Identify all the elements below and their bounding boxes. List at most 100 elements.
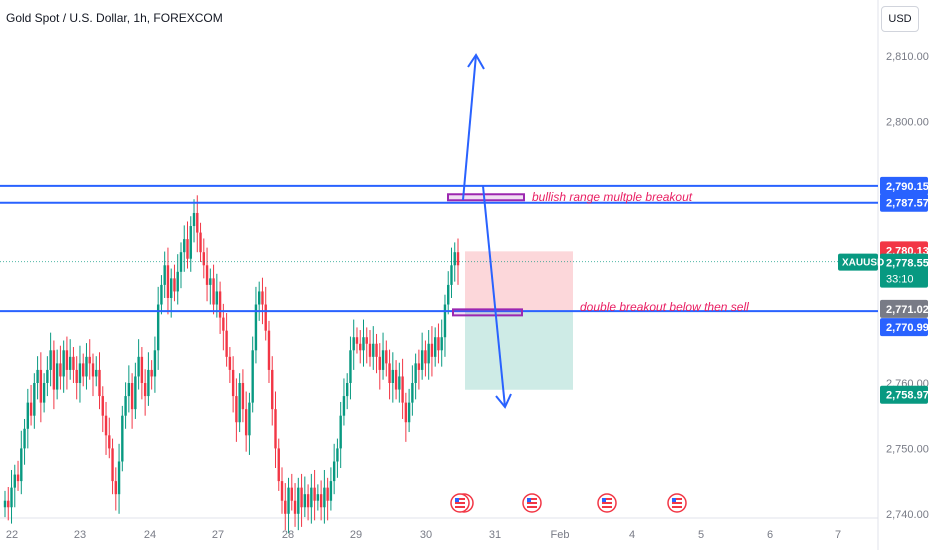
level-tag-2790: 2,790.15 [880,176,929,195]
candle [111,438,114,495]
candle-body [72,356,75,370]
candle-body [316,494,320,501]
time-tick-label: 27 [212,529,224,541]
candle [381,332,385,380]
candle-body [75,369,78,383]
flag-stripe [527,502,537,504]
candle-body [424,350,427,364]
us-flag-event-icon [450,493,474,513]
flag-canton [602,498,606,502]
stop-loss-zone [465,251,573,312]
candle-body [368,343,372,357]
candle [238,373,241,433]
candle-body [264,304,267,331]
candle [104,401,108,455]
candle-body [297,487,300,514]
candle-body [20,448,23,482]
candle [186,221,189,269]
candle-body [290,487,293,501]
candle-body [329,481,333,501]
candle [235,378,238,442]
candle-body [42,383,46,403]
price-tick-label: 2,800.00 [886,116,929,128]
candle [88,339,91,380]
candle [290,473,293,511]
candle-body [433,337,437,357]
candle [72,347,75,383]
candle-body [427,343,430,364]
candle [424,340,427,377]
candle-body [3,500,7,508]
time-tick-label: 30 [420,529,432,541]
candle [196,195,199,253]
candle-body [319,494,323,508]
flag-stripe [672,506,682,508]
candle-body [68,356,72,370]
time-tick-label: 7 [835,529,841,541]
candle-body [36,369,39,383]
candle-body [98,369,101,397]
currency-button[interactable]: USD [881,6,919,32]
candle [108,417,111,459]
candle [244,391,248,452]
chart-title: Gold Spot / U.S. Dollar, 1h, FOREXCOM [6,11,223,25]
price-tag-box [880,299,928,318]
price-tag-box [880,385,928,404]
candle [101,386,104,433]
candle-body [111,448,114,482]
candle [456,238,460,285]
candle [179,242,183,289]
target-price-tag: 2,758.97 [880,385,929,404]
candle [365,327,368,364]
flag-stripe [602,498,612,500]
bearish-arrow-line [482,185,506,408]
candle-body [407,402,411,423]
candle-body [235,396,238,423]
candle [192,199,196,243]
price-tags: 2,790.152,787.572,780.132,778.5533:102,7… [838,176,929,404]
candle [124,382,127,429]
bearish-breakout-box [452,308,523,317]
us-flag-event-icon [667,493,687,513]
price-tag-label: 2,790.15 [886,181,929,193]
candle [55,349,59,400]
time-axis[interactable]: 22 23 24 27 28 29 30 31 Feb 4 5 6 7 [6,529,841,541]
flag-stripe [672,498,682,500]
candle-body [16,474,20,482]
candle [75,356,78,400]
candle [10,469,13,524]
candle [183,225,186,272]
candle [78,345,82,403]
candle-body [130,383,134,410]
candle [33,373,36,429]
candle-body [29,402,33,416]
candle [199,222,202,263]
candle [231,356,235,413]
candle [430,326,434,377]
time-tick-label: 4 [629,529,635,541]
bullish-annotation: bullish range multple breakout [532,190,693,204]
price-tag-box [880,318,928,337]
candle-body [212,278,215,305]
bullish-arrow-head [467,53,485,70]
candle [209,268,212,305]
candle-body [205,265,209,285]
candle [114,467,118,511]
time-tick-label: 24 [144,529,156,541]
candle [420,332,424,380]
level-tag-2771: 2,771.02 [880,299,929,318]
candle-body [430,343,434,357]
us-flag-event-icon [522,493,542,513]
candle-body [365,337,368,344]
flag-stripe [527,506,537,508]
candle [52,340,56,410]
candle [156,286,160,370]
candle-body [202,252,205,266]
candle [39,352,43,423]
flag-canton [455,498,459,502]
candle [23,418,26,465]
price-tag-box [880,253,928,288]
time-tick-label: 5 [698,529,704,541]
candle-body [124,396,127,416]
